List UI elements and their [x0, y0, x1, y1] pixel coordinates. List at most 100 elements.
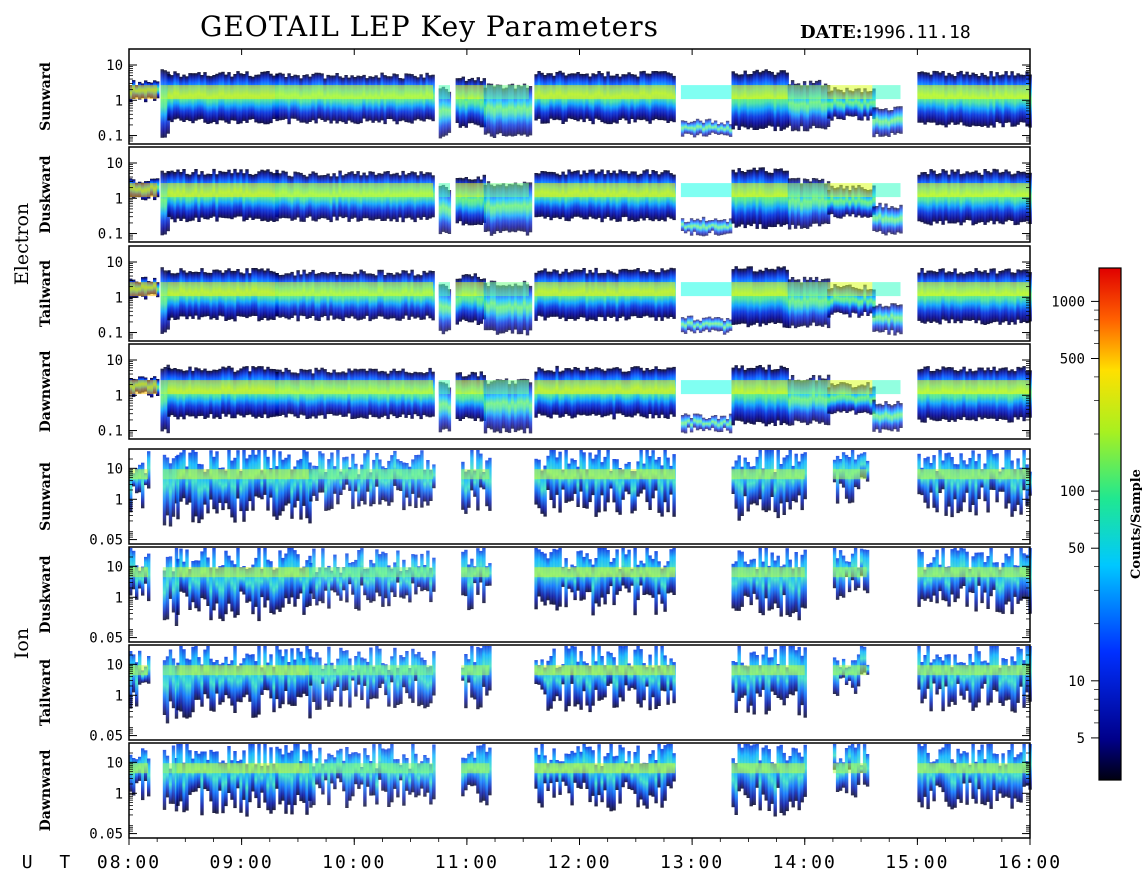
- spectrogram-column: [761, 367, 765, 424]
- spectrogram-column: [284, 457, 288, 506]
- spectrogram-column: [212, 369, 216, 419]
- spectrogram-column: [495, 379, 500, 432]
- spectrogram-column: [321, 763, 325, 795]
- spectrogram-column: [377, 371, 381, 419]
- spectrogram-column: [1013, 272, 1017, 325]
- spectrogram-column: [1001, 467, 1005, 492]
- spectrogram-column: [782, 70, 786, 130]
- colorbar-tick-label: 5: [1077, 731, 1085, 747]
- spectrogram-column: [419, 372, 423, 420]
- spectrogram-column: [797, 646, 801, 716]
- intensity-core: [461, 469, 490, 480]
- spectrogram-column: [176, 558, 180, 615]
- intensity-core: [832, 665, 867, 676]
- spectrogram-column: [129, 651, 133, 709]
- spectrogram-column: [492, 380, 497, 433]
- spectrogram-column: [312, 766, 316, 806]
- spectrogram-column: [498, 84, 503, 134]
- chart-title: GEOTAIL LEP Key Parameters: [200, 10, 659, 43]
- intensity-core: [731, 282, 788, 297]
- y-tick-label: 0.05: [89, 631, 123, 647]
- spectrogram-column: [1016, 754, 1020, 802]
- spectrogram-column: [875, 107, 879, 134]
- intensity-core: [534, 85, 676, 100]
- spectrogram-column: [525, 87, 530, 137]
- spectrogram-column: [932, 455, 936, 508]
- spectrogram-column: [345, 553, 349, 603]
- spectrogram-column: [429, 568, 433, 603]
- spectrogram-column: [980, 174, 984, 223]
- spectrogram-column: [767, 749, 771, 811]
- spectrogram-column: [814, 380, 819, 422]
- spectrogram-column: [209, 272, 213, 320]
- spectrogram-column: [680, 218, 685, 231]
- intensity-core: [167, 380, 276, 395]
- panel-label-duskward: Duskward: [38, 155, 54, 233]
- spectrogram-column: [833, 284, 837, 313]
- spectrogram-column: [845, 383, 849, 413]
- spectrogram-column: [782, 564, 786, 596]
- spectrogram-column: [476, 176, 480, 225]
- spectrogram-column: [182, 561, 186, 593]
- spectrogram-column: [977, 651, 981, 703]
- spectrogram-column: [752, 368, 756, 425]
- spectrogram-column: [857, 185, 861, 216]
- spectrogram-column: [983, 562, 987, 593]
- colorbar-tick-label: 500: [1060, 352, 1085, 368]
- spectrogram-column: [254, 661, 258, 718]
- spectrogram-column: [731, 269, 735, 325]
- spectrogram-column: [740, 551, 744, 607]
- spectrogram-column: [1007, 268, 1011, 325]
- spectrogram-column: [950, 457, 954, 518]
- spectrogram-column: [534, 272, 538, 321]
- spectrogram-column: [570, 564, 574, 593]
- spectrogram-column: [221, 565, 225, 622]
- spectrogram-column: [473, 372, 477, 421]
- spectrogram-column: [788, 756, 792, 802]
- spectrogram-column: [495, 285, 500, 335]
- spectrogram-column: [847, 745, 852, 770]
- intensity-core: [680, 183, 732, 198]
- spectrogram-column: [863, 189, 867, 217]
- y-tick-label: 1: [115, 492, 123, 508]
- spectrogram-column: [1019, 752, 1023, 803]
- spectrogram-column: [513, 383, 518, 433]
- spectrogram-column: [591, 646, 595, 706]
- spectrogram-column: [254, 557, 258, 607]
- spectrogram-column: [1001, 753, 1005, 798]
- spectrogram-column: [800, 655, 804, 706]
- spectrogram-column: [464, 274, 468, 321]
- intensity-core: [275, 282, 434, 297]
- spectrogram-column: [168, 768, 173, 804]
- spectrogram-column: [588, 665, 592, 713]
- spectrogram-column: [299, 78, 303, 123]
- spectrogram-column: [1013, 469, 1017, 512]
- spectrogram-column: [917, 549, 921, 607]
- spectrogram-column: [776, 664, 780, 698]
- spectrogram-column: [869, 387, 873, 415]
- spectrogram-column: [344, 372, 348, 417]
- spectrogram-column: [444, 285, 449, 332]
- spectrogram-column: [315, 572, 319, 606]
- spectrogram-column: [455, 372, 459, 419]
- x-axis-label: U T: [22, 852, 79, 873]
- spectrogram-column: [315, 652, 319, 710]
- spectrogram-column: [381, 466, 385, 500]
- spectrogram-column: [779, 168, 783, 227]
- spectrogram-column: [239, 470, 243, 512]
- spectrogram-column: [820, 378, 825, 423]
- spectrogram-column: [567, 569, 571, 589]
- spectrogram-column: [686, 221, 691, 232]
- spectrogram-column: [833, 87, 837, 117]
- spectrogram-column: [516, 84, 521, 135]
- spectrogram-column: [785, 667, 789, 699]
- spectrogram-column: [701, 122, 706, 137]
- intensity-core: [309, 763, 434, 774]
- spectrogram-column: [833, 385, 837, 414]
- spectrogram-column: [609, 744, 613, 812]
- spectrogram-column: [467, 374, 471, 419]
- spectrogram-column: [525, 182, 530, 236]
- spectrogram-column: [746, 368, 750, 423]
- spectrogram-column: [375, 768, 379, 805]
- spectrogram-column: [974, 170, 978, 225]
